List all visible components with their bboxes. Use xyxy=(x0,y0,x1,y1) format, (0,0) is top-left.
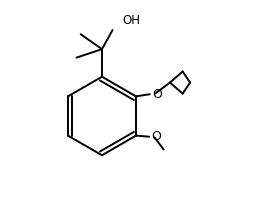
Text: O: O xyxy=(151,130,161,143)
Text: OH: OH xyxy=(122,14,140,28)
Text: O: O xyxy=(152,88,162,101)
